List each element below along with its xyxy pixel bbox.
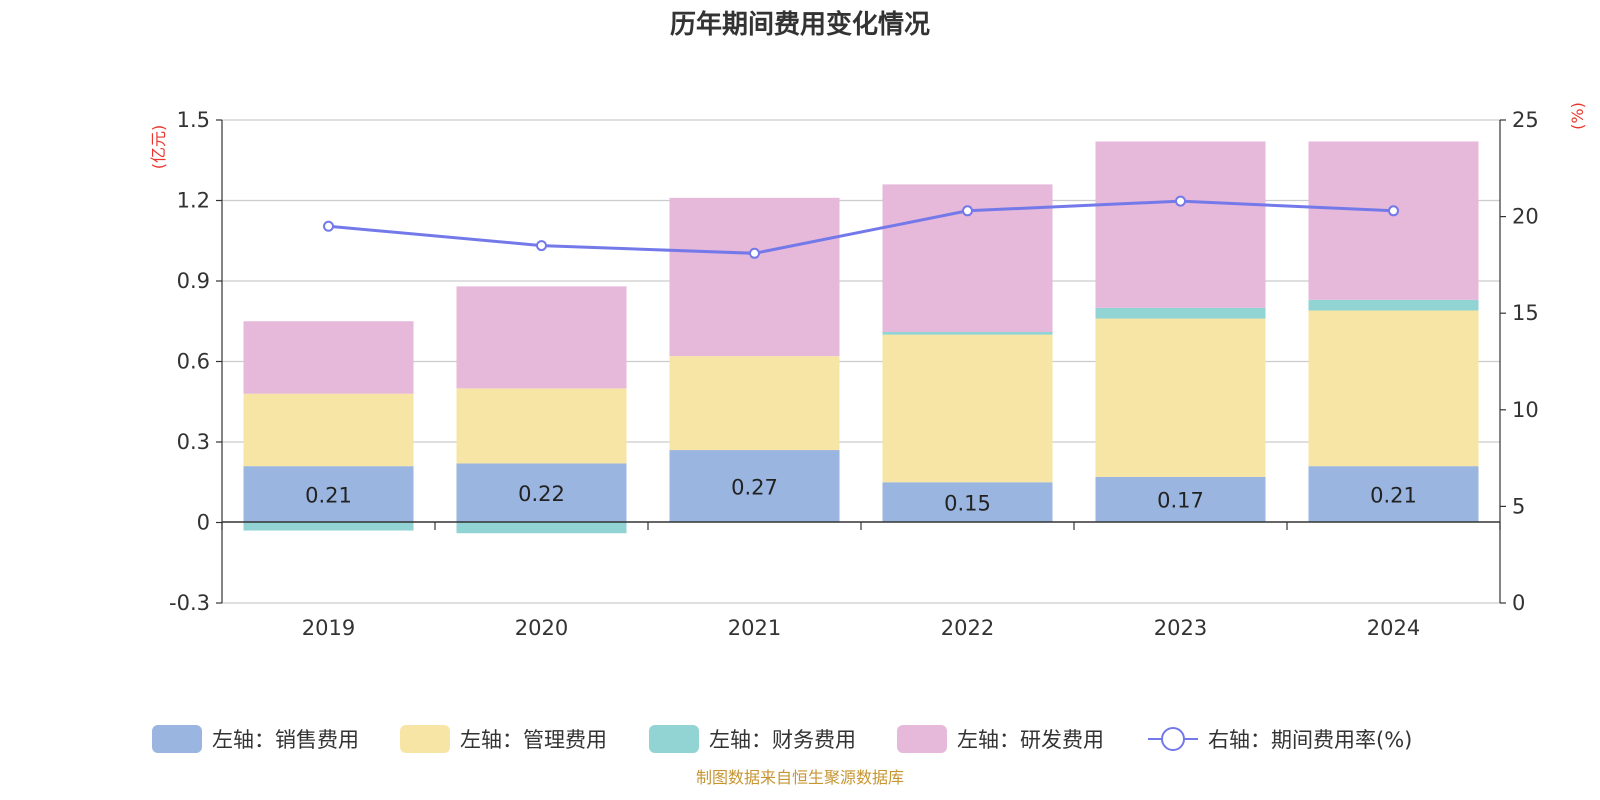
bar-sales [669,450,840,523]
data-label-sales: 0.21 [305,483,352,507]
bar-admin [1308,310,1479,467]
legend-label: 左轴：研发费用 [957,728,1104,752]
legend-swatch-admin [400,725,450,753]
data-label-sales: 0.27 [731,475,778,499]
legend-item: 左轴：管理费用 [400,725,607,753]
bar-rnd [456,286,627,389]
bar-finance [1095,307,1266,319]
line-point-ratio [962,205,973,217]
legend-swatch-sales [152,725,202,753]
bar-sales [1095,476,1266,523]
legend-label: 左轴：销售费用 [212,728,359,752]
bar-sales [1308,466,1479,523]
legend-label: 左轴：财务费用 [709,728,856,752]
x-tick-label: 2024 [1367,616,1420,640]
line-point-ratio [323,220,334,232]
bar-sales [243,466,414,523]
y-right-tick-label: 25 [1512,108,1539,132]
data-label-sales: 0.15 [944,491,991,515]
bar-finance [882,331,1053,335]
line-point-ratio [749,247,760,259]
y-right-tick-label: 0 [1512,591,1525,615]
x-tick-label: 2022 [941,616,994,640]
legend-swatch-marker [1161,727,1185,751]
line-ratio [328,199,1394,255]
legend-label: 左轴：管理费用 [460,728,607,752]
bar-rnd [243,321,414,394]
x-tick-label: 2021 [728,616,781,640]
bar-rnd [1308,141,1479,300]
line-point-ratio [1175,195,1186,207]
bar-finance [243,522,414,531]
x-tick-label: 2020 [515,616,568,640]
legend-item: 左轴：研发费用 [897,725,1104,753]
data-label-sales: 0.17 [1157,489,1204,513]
y-right-tick-label: 20 [1512,205,1539,229]
bar-admin [1095,318,1266,477]
x-tick-label: 2023 [1154,616,1207,640]
legend-swatch-finance [649,725,699,753]
y-left-tick-label: 1.2 [177,189,210,213]
bar-admin [456,388,627,464]
y-left-tick-label: 0 [197,511,210,535]
bar-rnd [669,197,840,357]
y-left-tick-label: 0.6 [177,350,210,374]
y-right-unit-label: (%) [1568,102,1587,130]
data-label-sales: 0.21 [1370,483,1417,507]
legend-item: 左轴：销售费用 [152,725,359,753]
bar-admin [669,356,840,451]
bar-sales [456,463,627,523]
data-label-sales: 0.22 [518,482,565,506]
bar-finance [456,522,627,534]
bar-finance [1308,299,1479,311]
source-note: 制图数据来自恒生聚源数据库 [695,768,904,787]
bar-admin [243,393,414,467]
y-right-tick-label: 10 [1512,398,1539,422]
y-left-tick-label: 1.5 [177,108,210,132]
chart-title: 历年期间费用变化情况 [669,10,930,40]
y-right-tick-label: 15 [1512,301,1539,325]
y-left-tick-label: 0.9 [177,269,210,293]
legend-swatch-rnd [897,725,947,753]
legend-label: 右轴：期间费用率(%) [1208,728,1412,752]
legend-item: 左轴：财务费用 [649,725,856,753]
bar-admin [882,334,1053,483]
y-right-tick-label: 5 [1512,494,1525,518]
y-left-tick-label: 0.3 [177,430,210,454]
legend-item: 右轴：期间费用率(%) [1148,727,1412,752]
line-point-ratio [1388,205,1399,217]
bar-rnd [1095,141,1266,308]
bar-sales [882,482,1053,523]
x-tick-label: 2019 [302,616,355,640]
y-left-unit-label: (亿元) [149,125,168,170]
y-left-tick-label: -0.3 [169,591,210,615]
line-point-ratio [536,240,547,252]
